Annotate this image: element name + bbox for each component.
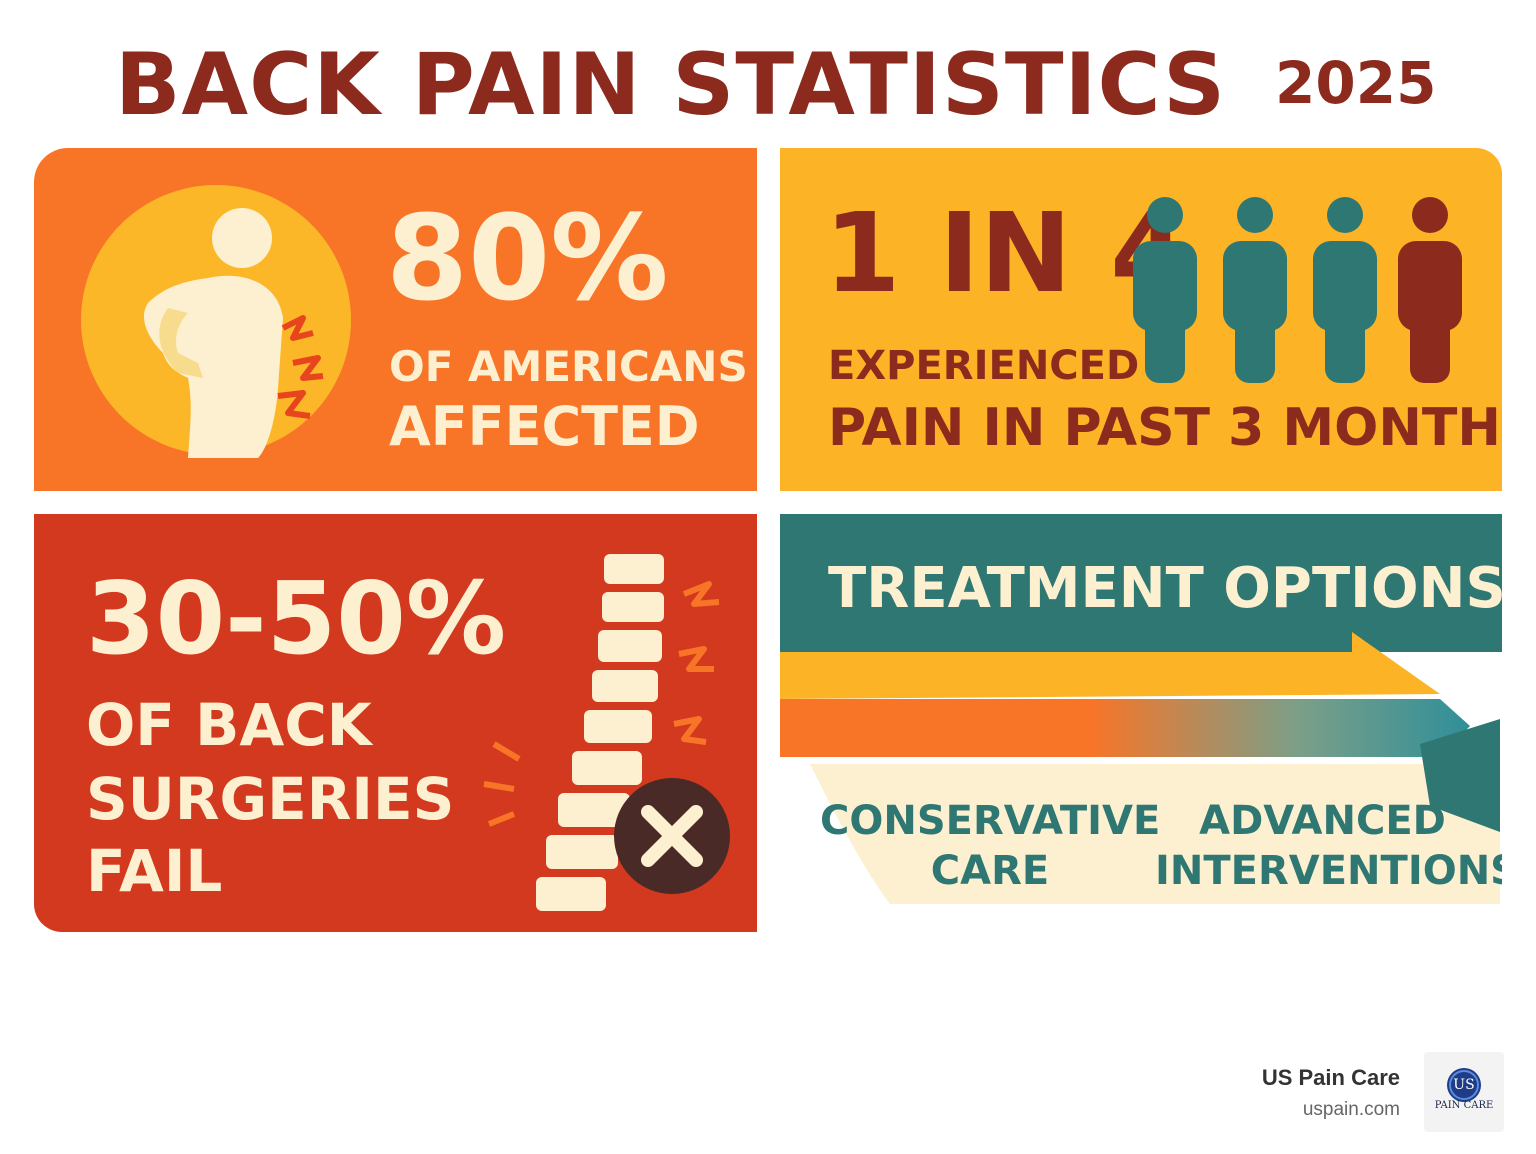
brand-url[interactable]: uspain.com bbox=[1302, 1099, 1400, 1120]
year-label: 2025 bbox=[1275, 49, 1437, 117]
person-figure-highlighted-icon bbox=[1398, 197, 1462, 383]
americans-label-line2: AFFECTED bbox=[389, 395, 700, 458]
advanced-interventions-text: ADVANCED INTERVENTIONS bbox=[1155, 798, 1502, 894]
stat-panel-one-in-four: 1 IN 4 EXPERIENCED PAIN IN PAST 3 MONTHS bbox=[780, 148, 1502, 491]
americans-label-line1: OF AMERICANS bbox=[389, 342, 748, 391]
one-in-four-label-line2: PAIN IN PAST 3 MONTHS bbox=[828, 398, 1502, 458]
person-figure-icon bbox=[1223, 197, 1287, 383]
treatment-title-band bbox=[780, 514, 1502, 652]
surgeries-label-line3: FAIL bbox=[86, 837, 223, 905]
conservative-care-label: CONSERVATIVE CARE bbox=[820, 796, 1160, 896]
person-figure-icon bbox=[1313, 197, 1377, 383]
x-circle-icon bbox=[614, 778, 730, 894]
page-title: BACK PAIN STATISTICS bbox=[115, 35, 1227, 135]
stat-panel-americans: 80% OF AMERICANS AFFECTED bbox=[34, 148, 757, 491]
surgeries-stat: 30-50% bbox=[86, 560, 507, 677]
treatment-title: TREATMENT OPTIONS bbox=[828, 556, 1502, 621]
us-logo-icon bbox=[1447, 1068, 1481, 1102]
logo-initials: US bbox=[1453, 1077, 1475, 1093]
stat-panel-surgeries: 30-50% OF BACK SURGERIES FAIL bbox=[34, 514, 757, 932]
one-in-four-stat: 1 IN 4 bbox=[824, 189, 1187, 317]
back-pain-person-icon bbox=[81, 185, 351, 458]
logo-text: PAIN CARE bbox=[1434, 1100, 1494, 1111]
brand-logo: US PAIN CARE bbox=[1424, 1052, 1504, 1132]
treatment-arrow-icon bbox=[780, 632, 1500, 904]
people-figures-icon bbox=[1133, 197, 1462, 383]
americans-stat: 80% bbox=[386, 189, 669, 327]
person-figure-icon bbox=[1133, 197, 1197, 383]
spine-icon bbox=[483, 554, 720, 911]
treatment-options-panel: TREATMENT OPTIONS CONSERVATIVE CARE ADVA… bbox=[780, 514, 1502, 904]
advanced-interventions-label: ADVANCED INTERVENTIONS bbox=[1155, 796, 1502, 896]
conservative-care-text: CONSERVATIVE CARE bbox=[820, 798, 1161, 894]
brand-name: US Pain Care bbox=[1261, 1065, 1400, 1090]
surgeries-label-line1: OF BACK bbox=[86, 691, 372, 759]
one-in-four-label-line1: EXPERIENCED bbox=[828, 343, 1140, 389]
surgeries-label-line2: SURGERIES bbox=[86, 765, 455, 833]
